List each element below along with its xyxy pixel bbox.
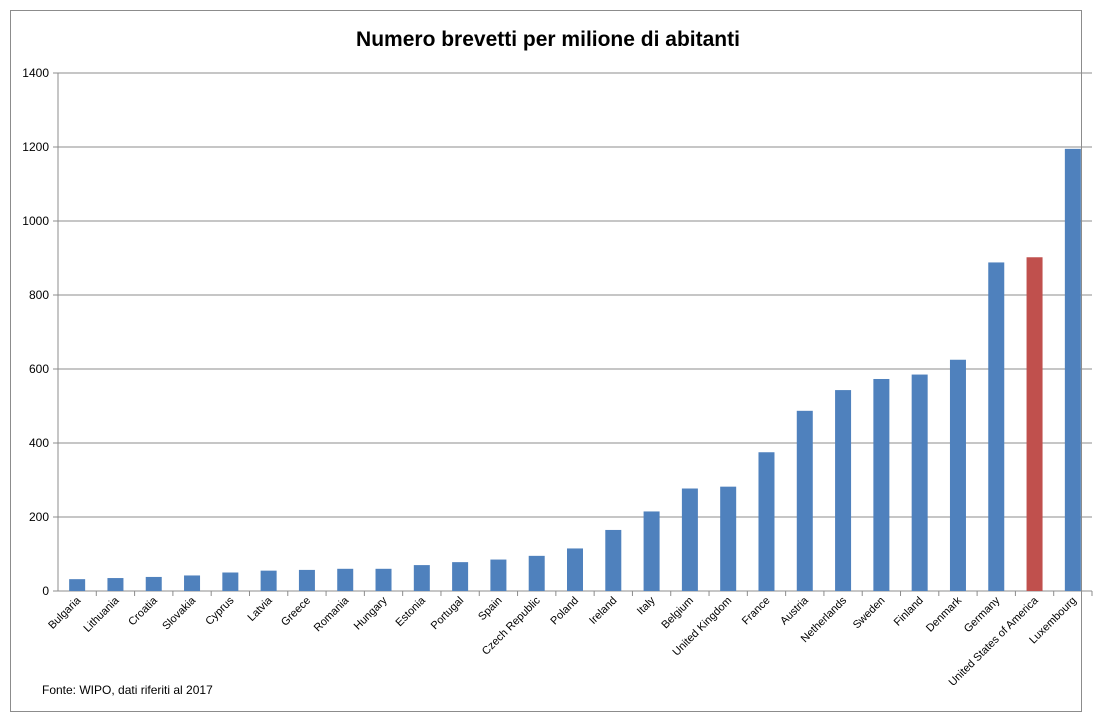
x-tick-label: Sweden [851,595,888,632]
bar [260,570,277,591]
bar [184,575,201,591]
x-tick-label: Romania [312,594,352,634]
bar [681,488,698,591]
bar [69,579,86,591]
y-tick-label: 400 [29,436,49,450]
source-note: Fonte: WIPO, dati riferiti al 2017 [42,683,213,697]
x-tick-label: France [740,595,773,628]
x-tick-label: Slovakia [160,594,199,633]
y-tick-label: 200 [29,510,49,524]
x-tick-label: Croatia [126,594,160,628]
bar [567,548,583,591]
bar [873,378,890,591]
x-tick-label: Latvia [246,594,276,624]
bar [528,555,545,591]
x-tick-label: Denmark [924,594,964,634]
bar [835,390,852,591]
bar [413,565,430,591]
bar [337,568,354,591]
bar [1064,148,1081,591]
bar [643,511,660,591]
y-tick-label: 1400 [22,66,49,80]
bar [222,572,239,591]
x-tick-label: Austria [778,594,811,627]
y-tick-label: 800 [29,288,49,302]
y-tick-label: 1200 [22,140,49,154]
chart-title: Numero brevetti per milione di abitanti [356,28,740,51]
bar [452,562,469,591]
chart-frame [10,10,1082,712]
bar [949,359,966,591]
y-tick-label: 600 [29,362,49,376]
y-tick-label: 1000 [22,214,49,228]
y-tick-label: 0 [42,584,49,598]
bar [796,410,813,591]
x-tick-label: Hungary [352,594,390,632]
x-tick-label: Estonia [393,594,428,629]
bar [375,568,392,591]
bar [490,559,507,591]
x-tick-label: Italy [635,594,658,617]
bar [605,529,622,591]
x-tick-label: Greece [279,595,313,629]
x-tick-label: Spain [476,595,504,623]
bar [758,452,775,591]
bar [298,569,315,591]
bar [911,374,928,591]
x-tick-label: Lithuania [82,594,123,635]
bar [107,578,124,591]
bar [145,576,162,591]
x-tick-label: Finland [892,595,926,629]
bar [1026,257,1043,591]
x-tick-label: Ireland [587,595,619,627]
x-tick-label: Bulgaria [46,594,84,632]
x-tick-label: Belgium [659,595,696,632]
x-tick-label: Portugal [429,595,466,632]
x-tick-label: Cyprus [203,594,236,627]
bar [988,262,1005,591]
bar [720,486,737,591]
x-tick-label: Poland [548,595,581,628]
